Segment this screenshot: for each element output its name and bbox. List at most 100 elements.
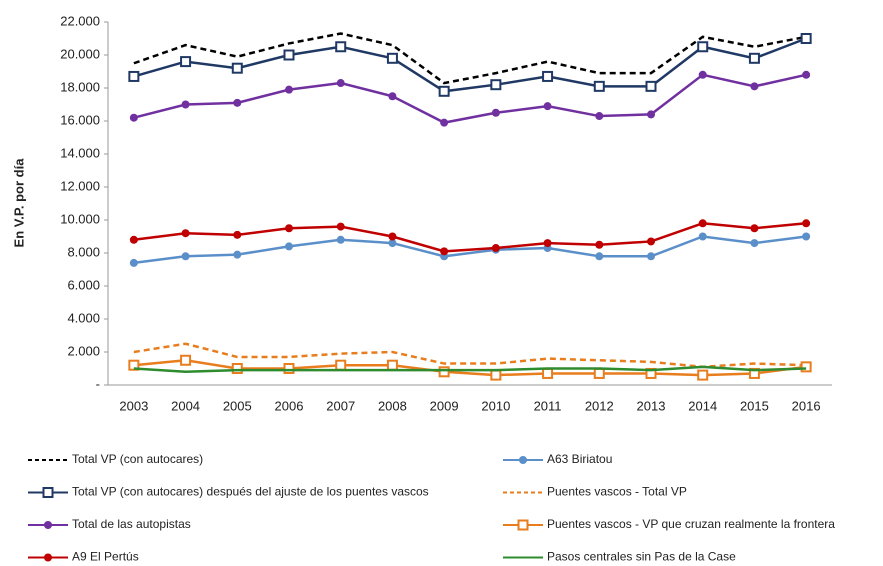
y-tick-label: 20.000 xyxy=(60,46,100,61)
series-line xyxy=(133,37,807,93)
legend-marker xyxy=(517,519,529,531)
point xyxy=(285,224,293,233)
point xyxy=(698,219,707,228)
x-tick-label: 2014 xyxy=(688,398,717,413)
point xyxy=(180,354,192,366)
point xyxy=(180,56,192,68)
point xyxy=(697,369,709,381)
point xyxy=(750,224,759,233)
point xyxy=(386,359,398,371)
point xyxy=(490,369,502,381)
legend-label: Total VP (con autocares) después del aju… xyxy=(72,485,429,499)
point xyxy=(336,235,345,244)
x-tick-label: 2010 xyxy=(481,398,510,413)
x-tick-label: 2012 xyxy=(585,398,614,413)
point xyxy=(593,80,605,92)
point xyxy=(233,230,242,239)
legend-label: Pasos centrales sin Pas de la Case xyxy=(547,550,736,564)
point xyxy=(128,70,140,82)
point xyxy=(336,222,345,231)
point xyxy=(647,237,655,246)
point xyxy=(595,240,604,249)
x-tick-label: 2016 xyxy=(792,398,821,413)
x-tick-label: 2011 xyxy=(534,398,562,413)
point xyxy=(231,363,243,374)
x-tick-label: 2013 xyxy=(637,398,666,413)
x-tick-label: 2008 xyxy=(378,398,407,413)
x-tick-label: 2009 xyxy=(430,398,459,413)
y-tick-label: 16.000 xyxy=(60,112,100,127)
series-line xyxy=(133,235,807,265)
point xyxy=(543,102,552,111)
y-tick-label: - xyxy=(96,376,100,391)
point xyxy=(233,250,242,259)
legend-label: Total de las autopistas xyxy=(72,517,191,531)
point xyxy=(490,79,502,91)
x-tick-label: 2015 xyxy=(740,398,769,413)
x-tick-label: 2003 xyxy=(119,398,148,413)
y-tick-label: 10.000 xyxy=(60,211,100,226)
y-tick-label: 12.000 xyxy=(60,178,100,193)
legend: Total VP (con autocares) A63 Biriatou Tota… xyxy=(28,452,835,564)
point xyxy=(698,70,707,79)
point xyxy=(129,235,138,244)
series-line xyxy=(133,365,807,374)
series-line xyxy=(133,73,807,124)
legend-label: Puentes vascos - VP que cruzan realmente… xyxy=(547,517,835,531)
y-tick-label: 6.000 xyxy=(67,277,100,292)
point xyxy=(438,85,450,97)
legend-marker xyxy=(519,456,527,464)
point xyxy=(800,361,812,373)
point xyxy=(386,52,398,64)
point xyxy=(438,366,450,378)
point xyxy=(388,92,397,101)
legend-marker xyxy=(42,487,54,498)
point xyxy=(181,252,190,261)
series-line xyxy=(133,358,807,377)
point xyxy=(593,367,605,379)
point xyxy=(750,82,759,91)
y-tick-label: 2.000 xyxy=(67,343,100,358)
point xyxy=(647,252,655,261)
point xyxy=(748,52,760,64)
point xyxy=(388,239,397,248)
point xyxy=(543,239,552,248)
point xyxy=(750,239,759,248)
point xyxy=(181,229,190,238)
series-line xyxy=(133,32,807,85)
legend-label: A63 Biriatou xyxy=(547,452,612,466)
point xyxy=(697,41,709,53)
point xyxy=(285,242,293,251)
point xyxy=(285,85,293,94)
x-tick-label: 2005 xyxy=(223,398,252,413)
series-line xyxy=(133,342,807,369)
point xyxy=(335,41,347,53)
point xyxy=(698,232,707,241)
point xyxy=(802,70,811,79)
point xyxy=(800,33,812,44)
point xyxy=(440,118,449,127)
point xyxy=(440,247,449,256)
legend-label: A9 El Pertús xyxy=(72,550,139,564)
x-tick-label: 2004 xyxy=(171,398,200,413)
point xyxy=(802,232,811,241)
y-tick-label: 18.000 xyxy=(60,79,100,94)
point xyxy=(491,108,500,117)
point xyxy=(595,252,604,261)
point xyxy=(542,367,554,379)
point xyxy=(283,363,295,374)
point xyxy=(491,244,500,253)
legend-label: Puentes vascos - Total VP xyxy=(547,485,687,499)
point xyxy=(336,79,345,88)
point xyxy=(181,100,190,109)
legend-marker xyxy=(44,521,52,529)
point xyxy=(647,110,655,119)
point xyxy=(802,219,811,228)
y-axis-label: En V.P. por día xyxy=(11,158,26,248)
point xyxy=(595,112,604,121)
point xyxy=(645,80,657,92)
legend-marker xyxy=(44,553,52,562)
point xyxy=(233,98,242,107)
legend-label: Total VP (con autocares) xyxy=(72,452,203,466)
